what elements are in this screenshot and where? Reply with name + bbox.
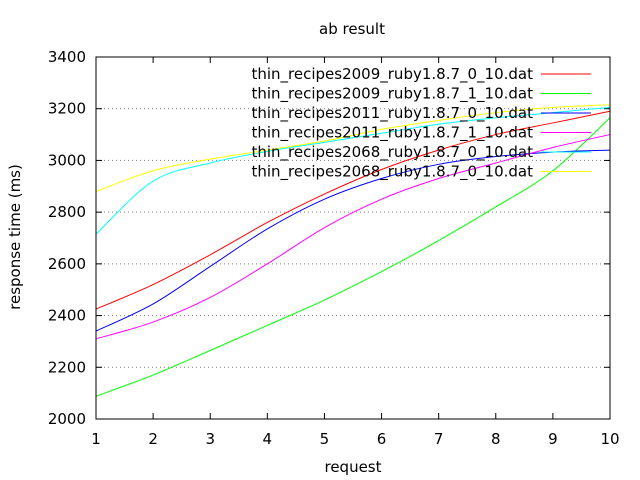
legend-label: thin_recipes2011_ruby1.8.7_1_10.dat [251,124,533,143]
y-axis-label: response time (ms) [6,164,24,310]
y-tick-label: 2000 [48,410,86,428]
series-line-2 [95,117,611,397]
legend-label: thin_recipes2009_ruby1.8.7_0_10.dat [251,65,533,84]
chart-title: ab result [319,20,385,38]
y-tick-label: 3000 [48,151,86,169]
x-tick-label: 8 [491,430,501,448]
y-tick-label: 3400 [48,48,86,66]
axis-ticks: 2000 2200 2400 2600 2800 3000 3200 3400 1 2 3 4 5 6 7 8… [48,48,620,448]
series-line-5 [95,106,611,235]
x-tick-label: 1 [91,430,101,448]
x-tick-label: 10 [600,430,619,448]
x-tick-label: 9 [548,430,558,448]
x-tick-label: 4 [263,430,273,448]
series-line-1 [95,110,611,310]
y-tick-label: 2800 [48,203,86,221]
x-tick-label: 5 [320,430,330,448]
series-line-6 [95,104,611,192]
legend: thin_recipes2009_ruby1.8.7_0_10.datthin_… [251,65,591,182]
plot-frame [95,56,611,420]
y-tick-label: 2600 [48,255,86,273]
y-tick-label: 2400 [48,307,86,325]
legend-label: thin_recipes2009_ruby1.8.7_1_10.dat [251,85,533,104]
legend-label: thin_recipes2068_ruby1.8.7_0_10.dat [251,143,533,162]
legend-label: thin_recipes2068_ruby1.8.7_0_10.dat [251,163,533,182]
y-tick-label: 2200 [48,358,86,376]
x-tick-label: 6 [377,430,387,448]
series-line-3 [95,149,611,332]
x-axis-label: request [324,458,381,476]
series-line-4 [95,134,611,340]
y-tick-label: 3200 [48,100,86,118]
series-lines [95,104,611,397]
x-tick-label: 7 [434,430,444,448]
x-tick-label: 3 [205,430,215,448]
legend-label: thin_recipes2011_ruby1.8.7_0_10.dat [251,104,533,123]
x-tick-label: 2 [148,430,158,448]
